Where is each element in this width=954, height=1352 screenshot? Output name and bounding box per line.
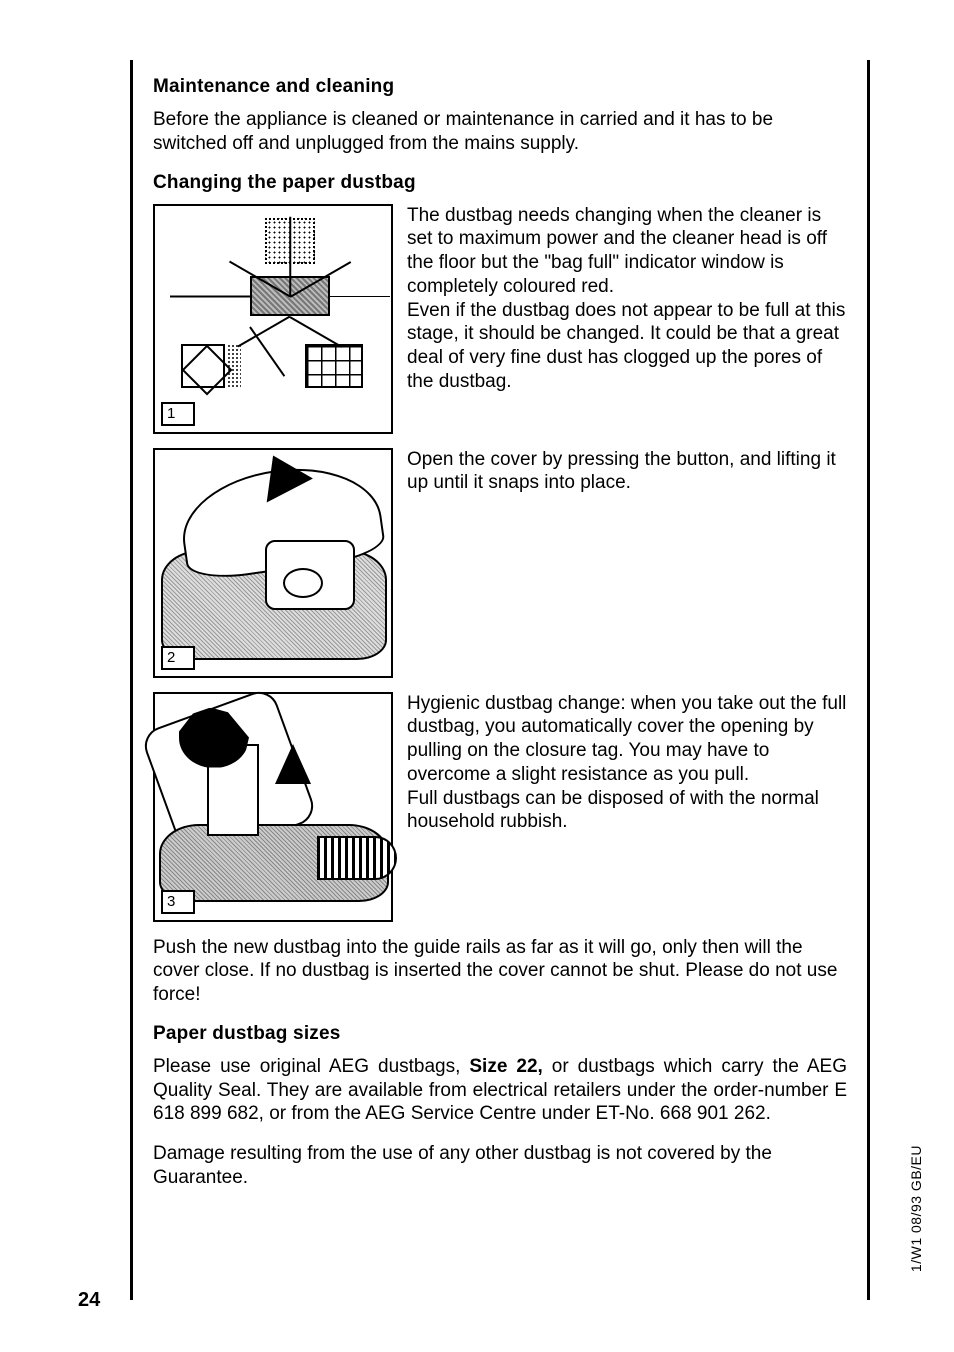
para-sizes-1: Please use original AEG dustbags, Size 2…: [153, 1055, 847, 1126]
figure-2: 2: [153, 448, 393, 678]
sizes-text-bold: Size 22,: [469, 1056, 542, 1077]
page-number: 24: [78, 1289, 100, 1312]
sizes-text-before: Please use original AEG dustbags,: [153, 1056, 469, 1077]
para-after-steps: Push the new dustbag into the guide rail…: [153, 936, 847, 1007]
step-1-text: The dustbag needs changing when the clea…: [407, 204, 847, 394]
page-content: Maintenance and cleaning Before the appl…: [130, 60, 870, 1300]
figure-1: 1: [153, 204, 393, 434]
heading-changing: Changing the paper dustbag: [153, 172, 847, 194]
step-1-row: 1 The dustbag needs changing when the cl…: [153, 204, 847, 434]
para-maintenance-intro: Before the appliance is cleaned or maint…: [153, 108, 847, 156]
step-2-row: 2 Open the cover by pressing the button,…: [153, 448, 847, 678]
figure-2-label: 2: [161, 646, 195, 670]
step-3-row: 3 Hygienic dustbag change: when you take…: [153, 692, 847, 922]
figure-3-label: 3: [161, 890, 195, 914]
heading-maintenance: Maintenance and cleaning: [153, 76, 847, 98]
para-sizes-2: Damage resulting from the use of any oth…: [153, 1142, 847, 1190]
step-3-text: Hygienic dustbag change: when you take o…: [407, 692, 847, 835]
heading-sizes: Paper dustbag sizes: [153, 1023, 847, 1045]
step-2-text: Open the cover by pressing the button, a…: [407, 448, 847, 496]
figure-1-label: 1: [161, 402, 195, 426]
side-code: 1/W1 08/93 GB/EU: [908, 1145, 924, 1272]
figure-3: 3: [153, 692, 393, 922]
